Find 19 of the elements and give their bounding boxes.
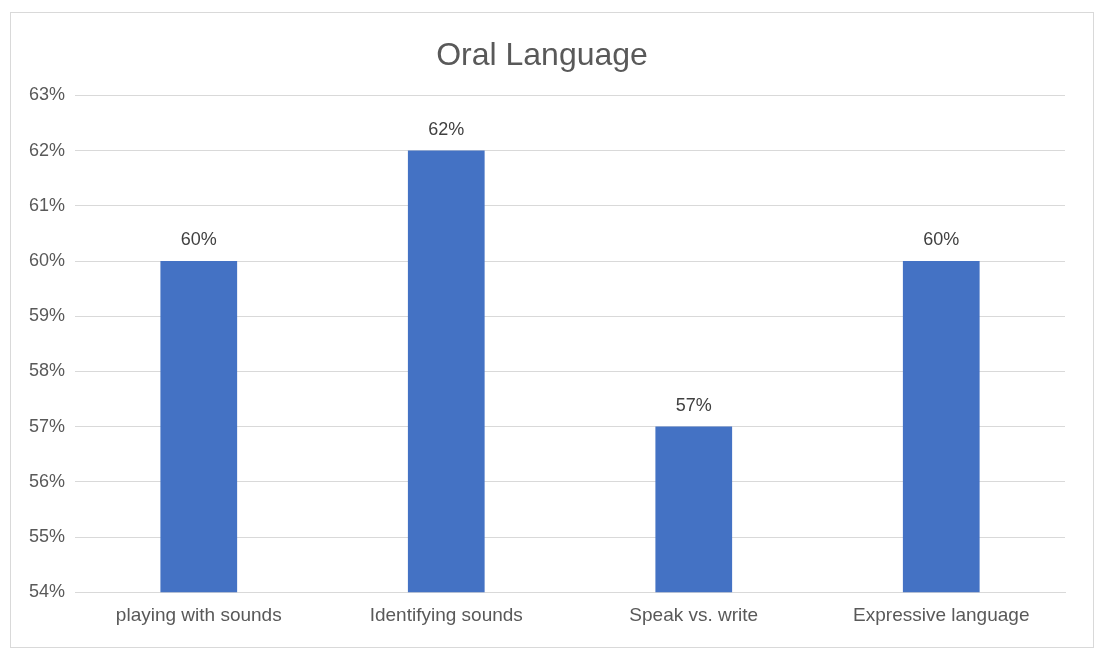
- y-tick-label: 55%: [29, 525, 66, 546]
- y-tick-label: 57%: [29, 415, 66, 436]
- data-label: 57%: [675, 394, 712, 415]
- x-tick-label: Speak vs. write: [629, 603, 759, 625]
- y-tick-label: 63%: [29, 84, 66, 105]
- chart-title: Oral Language: [436, 36, 648, 73]
- x-tick-label: playing with sounds: [115, 603, 282, 625]
- y-tick-label: 61%: [29, 194, 66, 215]
- y-tick-label: 59%: [29, 305, 66, 326]
- y-tick-label: 58%: [29, 360, 66, 381]
- x-tick-label: Identifying sounds: [369, 603, 523, 625]
- y-tick-label: 60%: [29, 249, 66, 270]
- data-label: 60%: [923, 228, 960, 249]
- x-tick-label: Expressive language: [853, 603, 1030, 625]
- data-label: 62%: [428, 118, 465, 139]
- y-tick-label: 54%: [29, 581, 66, 602]
- data-label: 60%: [180, 228, 217, 249]
- y-tick-label: 56%: [29, 470, 66, 491]
- y-tick-label: 62%: [29, 139, 66, 160]
